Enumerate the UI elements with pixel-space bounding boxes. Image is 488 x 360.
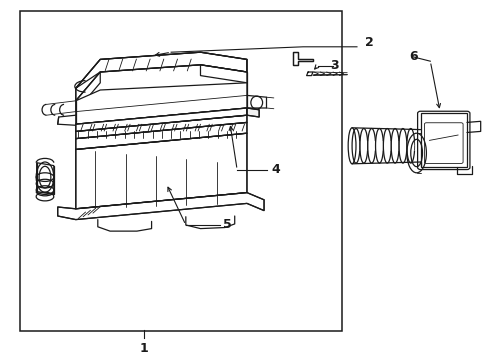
Text: 6: 6: [408, 50, 417, 63]
Polygon shape: [76, 83, 246, 124]
Polygon shape: [76, 133, 246, 209]
Text: 3: 3: [330, 59, 339, 72]
Polygon shape: [76, 115, 246, 139]
Polygon shape: [76, 52, 246, 101]
Polygon shape: [58, 193, 264, 220]
Polygon shape: [420, 113, 466, 167]
Polygon shape: [76, 72, 100, 112]
Polygon shape: [246, 108, 259, 117]
Text: 5: 5: [223, 219, 231, 231]
Text: 2: 2: [364, 36, 373, 49]
Text: 4: 4: [271, 163, 280, 176]
Polygon shape: [76, 108, 246, 131]
Polygon shape: [37, 163, 54, 194]
Polygon shape: [293, 52, 312, 65]
Bar: [20, 11, 342, 331]
Polygon shape: [76, 122, 246, 149]
Polygon shape: [200, 65, 246, 83]
Text: 1: 1: [140, 342, 148, 355]
